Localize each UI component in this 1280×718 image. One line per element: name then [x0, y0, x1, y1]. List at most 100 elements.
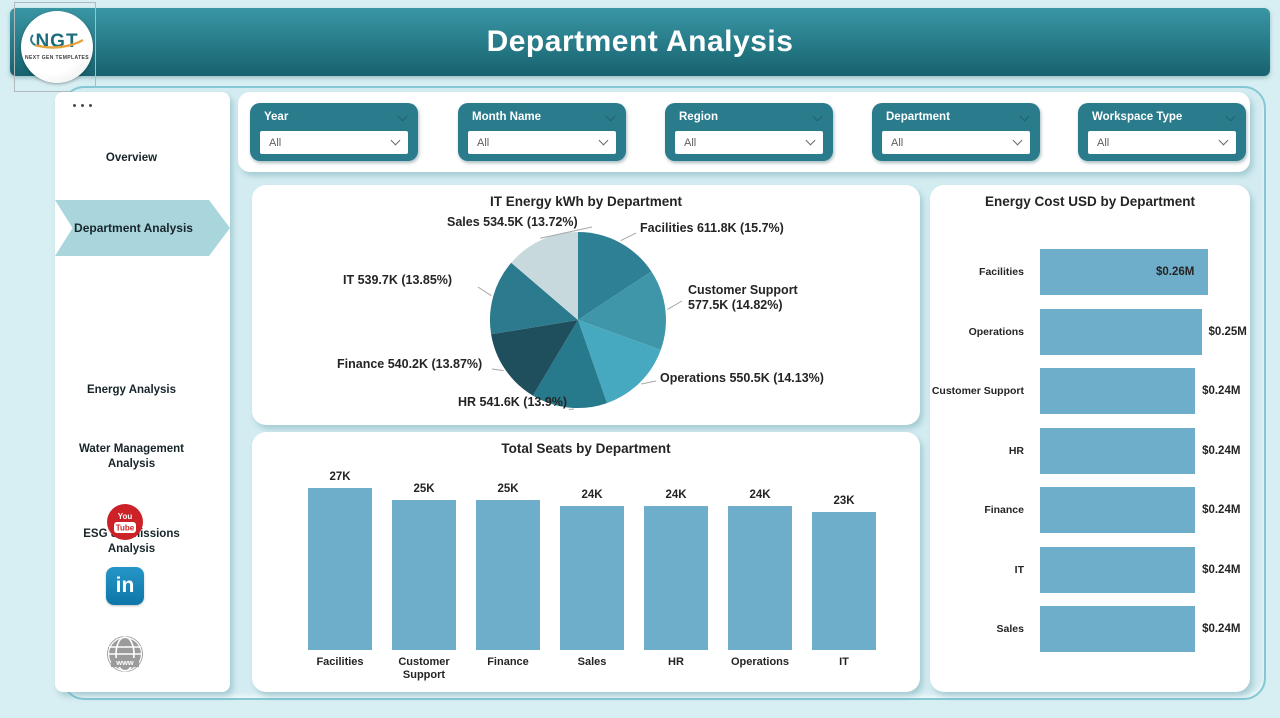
youtube-icon[interactable]: You Tube	[106, 503, 144, 541]
department-value: All	[891, 136, 904, 149]
cost-bar-operations[interactable]	[1040, 308, 1202, 355]
pie-chart: Facilities 611.8K (15.7%) Customer Suppor…	[252, 185, 920, 425]
svg-text:www: www	[115, 658, 134, 667]
svg-text:You: You	[118, 512, 133, 521]
sidebar-item-overview[interactable]: Overview	[105, 152, 158, 164]
seats-bar-operations[interactable]	[728, 506, 792, 650]
pie-slice-it[interactable]	[489, 262, 578, 335]
sidebar-item-energy-analysis[interactable]: Energy Analysis	[86, 384, 177, 396]
logo-selection-frame: NGT NEXT GEN TEMPLATES	[14, 2, 96, 92]
logo-swoosh-icon	[30, 34, 84, 49]
cost-bar-it[interactable]	[1040, 546, 1195, 593]
y-axis-label: IT	[1014, 563, 1024, 576]
y-axis-label: Facilities	[979, 266, 1024, 278]
pie-slice-facilities[interactable]	[578, 232, 652, 320]
y-axis-label: HR	[1008, 444, 1024, 457]
pie-leader-line	[667, 300, 683, 310]
x-axis-label: HR	[668, 656, 684, 668]
filter-month-name: Month Name All	[458, 103, 626, 161]
pie-slice-operations[interactable]	[578, 320, 661, 404]
seats-bar-facilities[interactable]	[308, 488, 372, 650]
chevron-down-icon	[1012, 135, 1023, 146]
chevron-down-icon[interactable]	[1019, 111, 1030, 122]
seats-chart-title: Total Seats by Department	[501, 441, 671, 456]
year-dropdown[interactable]: All	[260, 131, 408, 154]
linkedin-icon[interactable]: in	[106, 567, 144, 605]
filter-workspace-label: Workspace Type	[1092, 111, 1183, 123]
bar-value-label: $0.24M	[1202, 504, 1241, 516]
chevron-down-icon[interactable]	[1225, 111, 1236, 122]
chevron-down-icon	[1218, 135, 1229, 146]
region-value: All	[684, 136, 697, 149]
pie-slice-customer-support[interactable]	[578, 271, 666, 351]
seats-bar-customer-support[interactable]	[392, 500, 456, 650]
bar-value-label: 23K	[833, 495, 855, 507]
bar-value-label: $0.24M	[1202, 444, 1241, 457]
more-options-icon[interactable]	[73, 104, 92, 107]
seats-bar-it[interactable]	[812, 512, 876, 650]
cost-bar-facilities[interactable]	[1040, 249, 1208, 295]
chevron-down-icon[interactable]	[605, 111, 616, 122]
pie-leader-line	[540, 226, 593, 239]
pie-slice-sales[interactable]	[511, 232, 578, 320]
cost-bar-finance[interactable]	[1040, 487, 1195, 533]
workspace-type-dropdown[interactable]: All	[1088, 131, 1236, 154]
x-axis-label: Facilities	[316, 656, 364, 668]
year-value: All	[269, 136, 282, 149]
month-dropdown[interactable]: All	[468, 131, 616, 154]
hbar-chart: Facilities $0.26M Operations $0.25M Customer…	[930, 185, 1250, 692]
pie-leader-line	[568, 408, 575, 410]
website-globe-icon[interactable]: www	[106, 635, 144, 673]
seats-bar-finance[interactable]	[476, 500, 540, 650]
logo-subtext: NEXT GEN TEMPLATES	[24, 55, 90, 61]
cost-bar-customer-support[interactable]	[1040, 368, 1195, 414]
column-chart: 27K Facilities 25K Customer Support 25K Finan…	[252, 432, 920, 692]
seats-bar-sales[interactable]	[560, 506, 624, 650]
seats-chart-panel: Total Seats by Department 27K Facilities 2…	[252, 432, 920, 692]
bar-value-label: 24K	[749, 489, 771, 501]
bar-value-label: 25K	[413, 483, 435, 495]
pie-label: IT 539.7K (13.85%)	[343, 273, 453, 287]
bar-value-label: 25K	[497, 483, 519, 495]
chevron-down-icon[interactable]	[812, 111, 823, 122]
filter-year: Year All	[250, 103, 418, 161]
chevron-down-icon	[805, 135, 816, 146]
chevron-down-icon[interactable]	[397, 111, 408, 122]
linkedin-glyph: in	[115, 574, 135, 597]
energy-chart-title: Energy Cost USD by Department	[984, 194, 1196, 209]
pie-label: Operations 550.5K (14.13%)	[660, 371, 824, 385]
chevron-down-icon	[390, 135, 401, 146]
y-axis-label: Operations	[968, 325, 1024, 338]
bar-value-label: $0.25M	[1208, 325, 1247, 338]
page-title: Department Analysis	[486, 25, 794, 58]
pie-slice-finance[interactable]	[491, 320, 578, 396]
header-banner: Department Analysis	[10, 8, 1270, 76]
energy-chart-panel: Energy Cost USD by Department Facilities…	[930, 185, 1250, 692]
bar-value-label: 24K	[581, 489, 603, 501]
pie-leader-line	[491, 368, 504, 372]
cost-bar-hr[interactable]	[1040, 427, 1195, 474]
pie-chart-panel: IT Energy kWh by Department Facilities 6…	[252, 185, 920, 425]
filter-department-label: Department	[886, 111, 950, 123]
month-value: All	[477, 136, 490, 149]
bar-value-label: $0.24M	[1202, 385, 1241, 397]
svg-text:Tube: Tube	[116, 524, 135, 533]
filter-month-label: Month Name	[472, 111, 541, 123]
region-dropdown[interactable]: All	[675, 131, 823, 154]
filter-department: Department All	[872, 103, 1040, 161]
x-axis-label: Finance	[487, 656, 529, 668]
ngt-logo[interactable]: NGT NEXT GEN TEMPLATES	[21, 11, 93, 83]
bar-value-label: $0.24M	[1202, 623, 1241, 635]
pie-label: Facilities 611.8K (15.7%)	[640, 221, 784, 235]
x-axis-label: Customer Support	[398, 656, 450, 681]
sidebar-item-water-management-analysis[interactable]: Water Management Analysis	[78, 443, 184, 470]
pie-leader-line	[620, 232, 637, 242]
pie-slice-hr[interactable]	[532, 320, 607, 409]
seats-bar-hr[interactable]	[644, 506, 708, 650]
department-dropdown[interactable]: All	[882, 131, 1030, 154]
x-axis-label: Operations	[730, 656, 790, 668]
cost-bar-sales[interactable]	[1040, 606, 1195, 652]
filter-region: Region All	[665, 103, 833, 161]
sidebar-item-department-analysis[interactable]: Department Analysis	[55, 200, 230, 256]
